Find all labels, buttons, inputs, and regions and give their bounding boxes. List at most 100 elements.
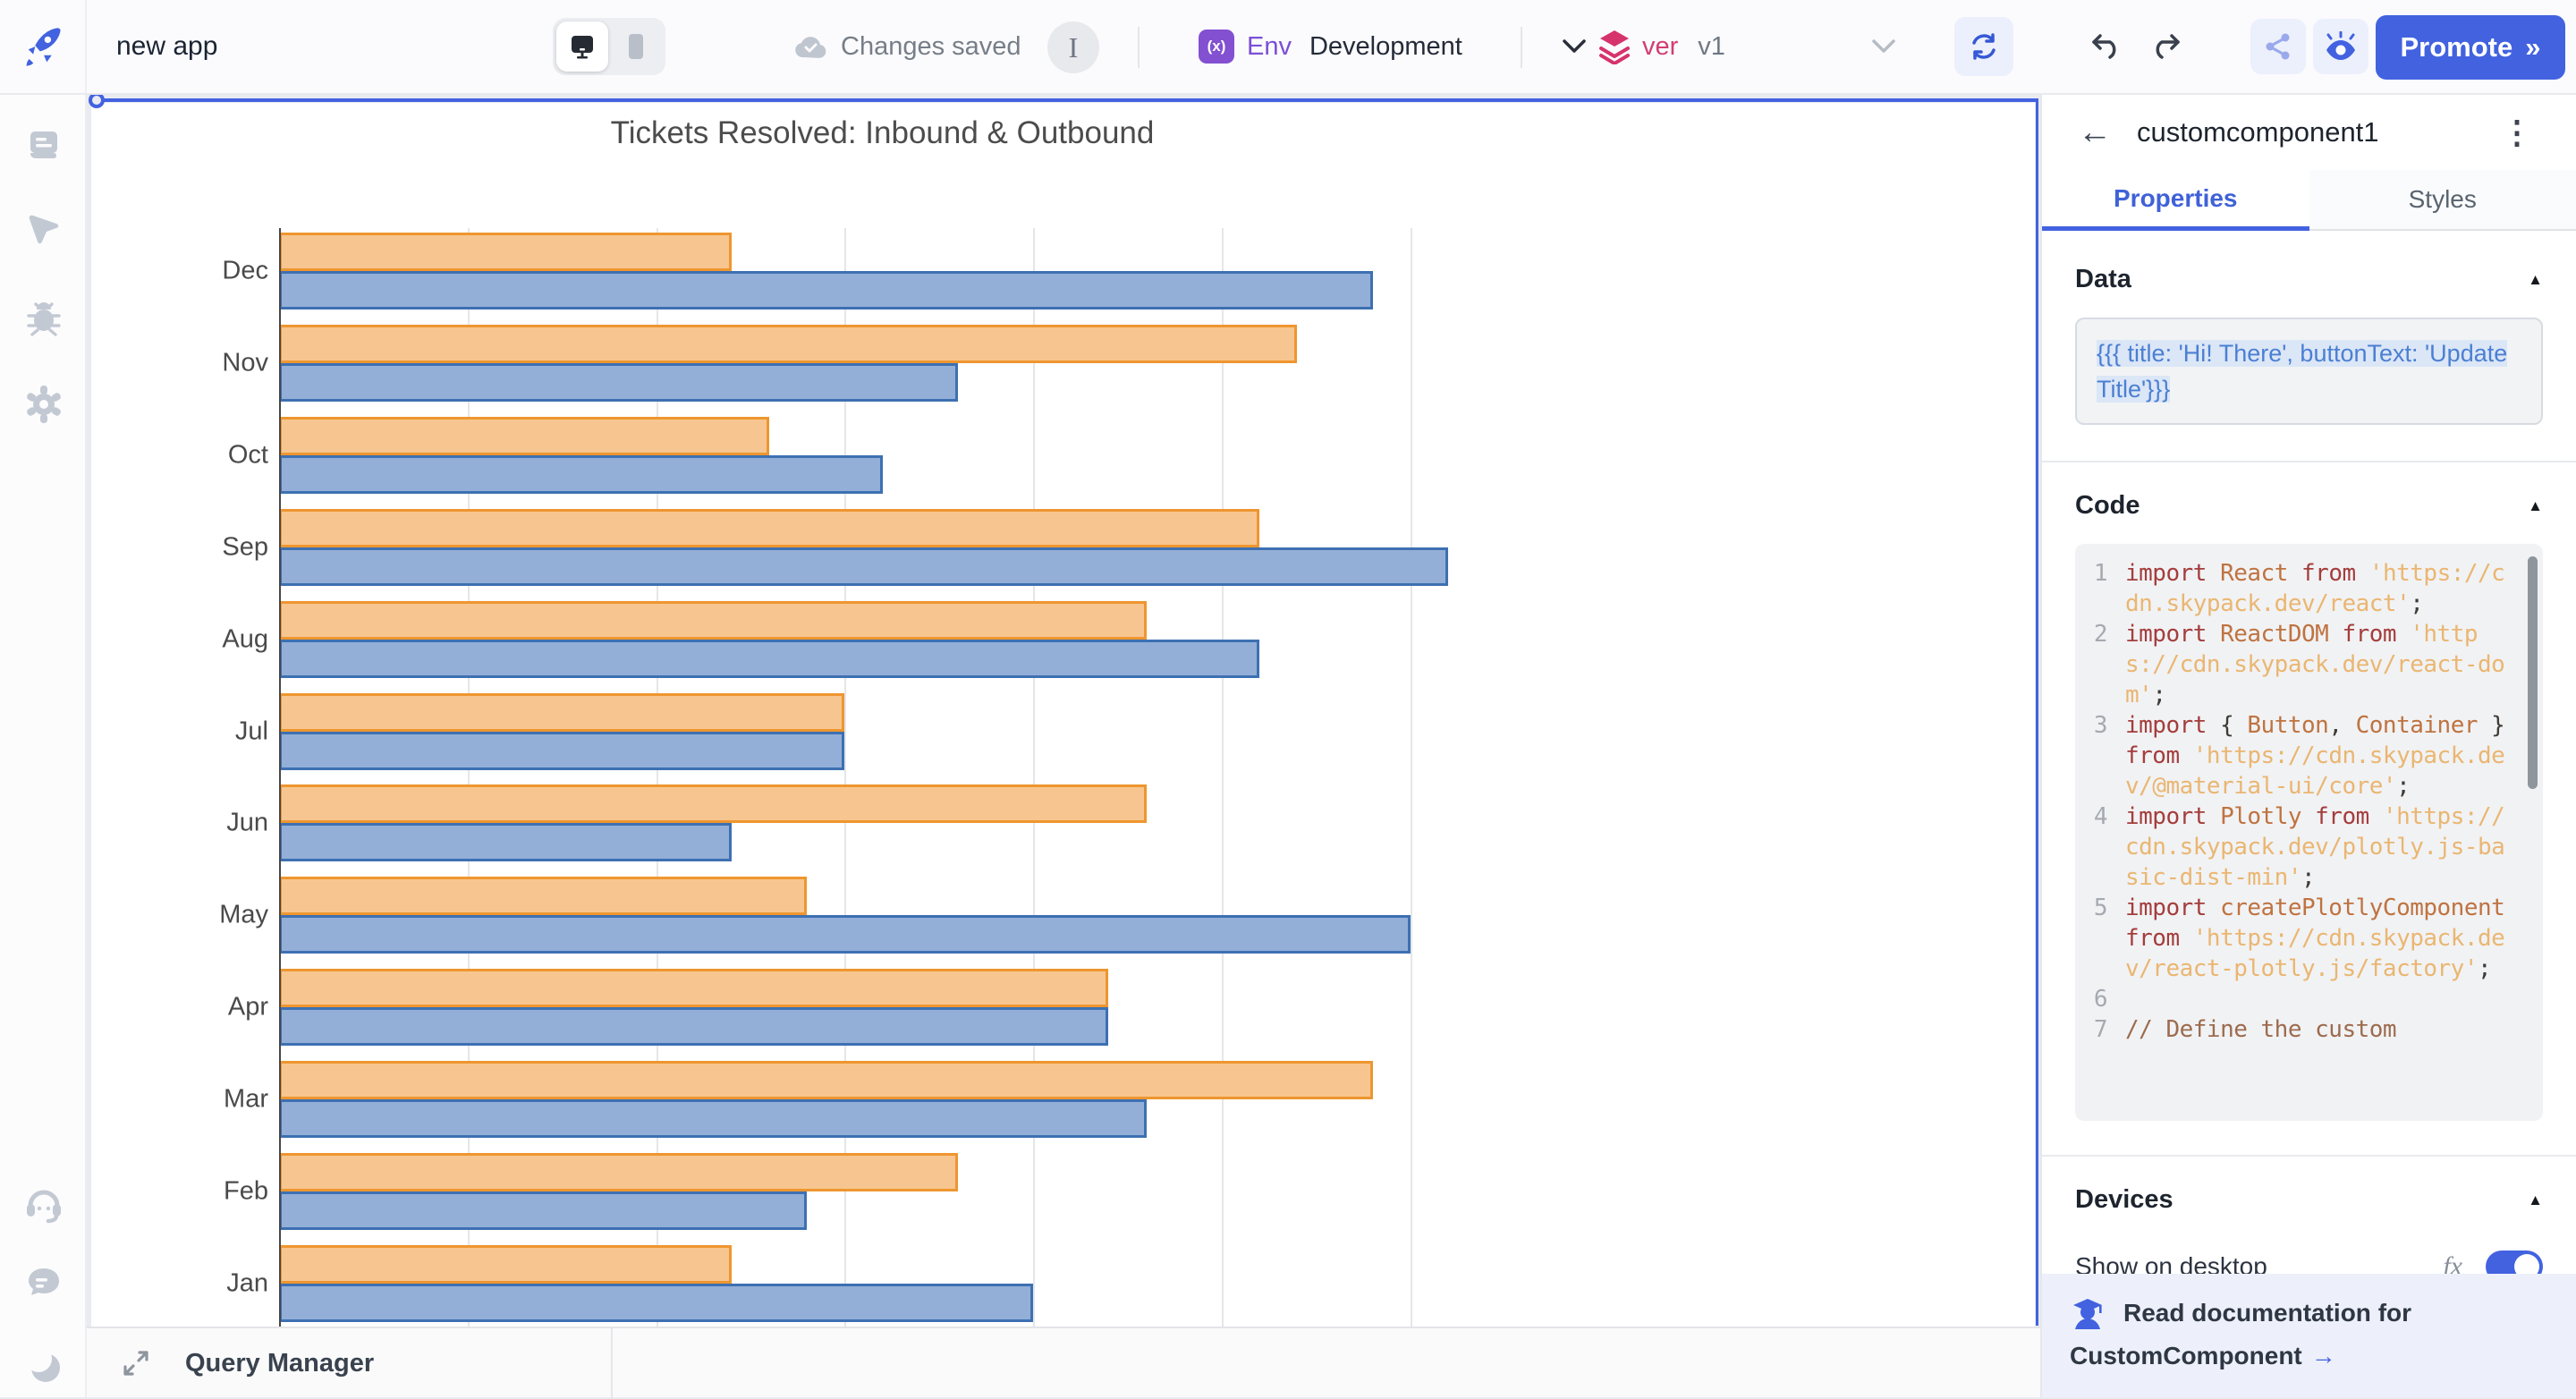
query-manager-bar[interactable]: Query Manager xyxy=(87,1327,2040,1397)
env-icon: (x) xyxy=(1199,30,1234,64)
component-name: customcomponent1 xyxy=(2137,116,2379,148)
script-icon xyxy=(24,126,64,165)
bar-orange-apr xyxy=(279,969,1108,1007)
eye-icon xyxy=(2324,31,2358,62)
bar-blue-may xyxy=(279,915,1411,954)
redo-button[interactable] xyxy=(2136,17,2195,76)
version-dropdown[interactable]: ver v1 xyxy=(1597,0,1897,93)
bug-icon xyxy=(24,298,64,337)
bar-blue-oct xyxy=(279,455,883,494)
sidebar-item-chat[interactable] xyxy=(21,1261,66,1306)
ver-label: ver xyxy=(1642,32,1678,62)
promote-button[interactable]: Promote » xyxy=(2376,15,2565,80)
left-icon-rail xyxy=(0,95,87,1397)
device-toggle-group xyxy=(553,18,665,75)
collapse-triangle-icon[interactable]: ▲ xyxy=(2528,1191,2543,1209)
share-button[interactable] xyxy=(2250,19,2306,74)
documentation-link[interactable]: Read documentation for CustomComponent→ xyxy=(2042,1274,2576,1397)
query-bar-divider xyxy=(611,1328,613,1399)
custom-component-canvas[interactable]: Tickets Resolved: Inbound & Outbound Dec… xyxy=(91,103,2035,1327)
devices-section-title: Devices xyxy=(2075,1185,2174,1215)
chevron-down-icon xyxy=(1870,38,1897,55)
bar-orange-nov xyxy=(279,325,1297,363)
bar-blue-jul xyxy=(279,732,844,770)
inspector-panel: ← customcomponent1 ⋮ Properties Styles D… xyxy=(2040,95,2576,1397)
line-number: 1 xyxy=(2075,558,2125,619)
category-label: Nov xyxy=(222,348,268,377)
undo-icon xyxy=(2089,32,2123,61)
x-gridline xyxy=(1411,228,1412,1327)
category-label: Oct xyxy=(228,440,268,470)
sidebar-item-debug[interactable] xyxy=(21,295,66,340)
y-axis-line xyxy=(279,228,281,1327)
collapse-triangle-icon[interactable]: ▲ xyxy=(2528,271,2543,289)
bar-orange-may xyxy=(279,877,807,915)
line-number: 2 xyxy=(2075,619,2125,710)
back-arrow-icon[interactable]: ← xyxy=(2078,115,2112,149)
code-scrollbar[interactable] xyxy=(2528,556,2538,789)
category-label: Jan xyxy=(226,1268,268,1298)
chat-bubble-icon xyxy=(24,1264,64,1303)
bar-orange-jun xyxy=(279,784,1147,823)
sidebar-item-settings[interactable] xyxy=(21,382,66,427)
bar-blue-mar xyxy=(279,1099,1147,1138)
environment-dropdown[interactable]: (x) Env Development xyxy=(1199,0,1588,93)
data-section: Data ▲ {{{ title: 'Hi! There', buttonTex… xyxy=(2042,231,2576,461)
chart-title: Tickets Resolved: Inbound & Outbound xyxy=(279,115,1486,151)
home-logo-button[interactable] xyxy=(0,0,87,93)
tab-properties[interactable]: Properties xyxy=(2042,170,2309,231)
model-input[interactable]: {{{ title: 'Hi! There', buttonText: 'Upd… xyxy=(2075,318,2543,425)
bar-orange-jan xyxy=(279,1245,732,1284)
layers-icon xyxy=(1597,29,1631,64)
expand-icon[interactable] xyxy=(121,1348,151,1378)
chevron-down-icon xyxy=(1561,38,1588,55)
bar-orange-sep xyxy=(279,509,1259,547)
sidebar-item-support[interactable] xyxy=(21,1184,66,1229)
line-number: 7 xyxy=(2075,1014,2125,1045)
category-label: Apr xyxy=(228,993,268,1022)
bar-blue-sep xyxy=(279,547,1448,586)
refresh-button[interactable] xyxy=(1954,17,2013,76)
code-line: 7// Define the custom xyxy=(2075,1014,2543,1045)
bar-orange-aug xyxy=(279,601,1147,640)
gear-icon xyxy=(23,384,64,425)
code-line: 6 xyxy=(2075,984,2543,1014)
presence-avatar-badge[interactable]: I xyxy=(1047,21,1099,73)
model-value: {{{ title: 'Hi! There', buttonText: 'Upd… xyxy=(2097,340,2507,403)
moon-icon xyxy=(24,1346,64,1386)
data-section-title: Data xyxy=(2075,265,2131,294)
code-text: // Define the custom xyxy=(2125,1014,2543,1045)
line-number: 3 xyxy=(2075,710,2125,801)
rocket-logo-icon xyxy=(20,23,66,70)
sidebar-item-dark-mode[interactable] xyxy=(21,1344,66,1388)
sidebar-item-script[interactable] xyxy=(21,123,66,168)
collapse-triangle-icon[interactable]: ▲ xyxy=(2528,497,2543,515)
headset-icon xyxy=(23,1186,64,1227)
sidebar-item-navigator[interactable] xyxy=(21,208,66,252)
arrow-right-icon: → xyxy=(2311,1342,2336,1369)
mobile-icon xyxy=(628,33,644,60)
desktop-view-button[interactable] xyxy=(556,21,608,72)
kebab-menu-icon[interactable]: ⋮ xyxy=(2501,114,2533,151)
tab-styles[interactable]: Styles xyxy=(2309,170,2576,231)
toolbar-divider xyxy=(1521,27,1522,68)
save-status-text: Changes saved xyxy=(841,32,1021,62)
save-status: Changes saved xyxy=(794,0,1021,93)
mobile-view-button[interactable] xyxy=(610,21,662,72)
bar-blue-jun xyxy=(279,823,732,861)
line-number: 6 xyxy=(2075,984,2125,1014)
bar-blue-jan xyxy=(279,1284,1033,1322)
category-label: Feb xyxy=(224,1177,268,1207)
undo-button[interactable] xyxy=(2077,17,2136,76)
bar-orange-oct xyxy=(279,417,769,455)
bar-blue-apr xyxy=(279,1007,1108,1046)
bar-blue-aug xyxy=(279,640,1259,678)
preview-button[interactable] xyxy=(2313,19,2368,74)
desktop-icon xyxy=(569,33,596,60)
env-value: Development xyxy=(1309,32,1462,62)
selection-outline-right xyxy=(2036,98,2038,1326)
